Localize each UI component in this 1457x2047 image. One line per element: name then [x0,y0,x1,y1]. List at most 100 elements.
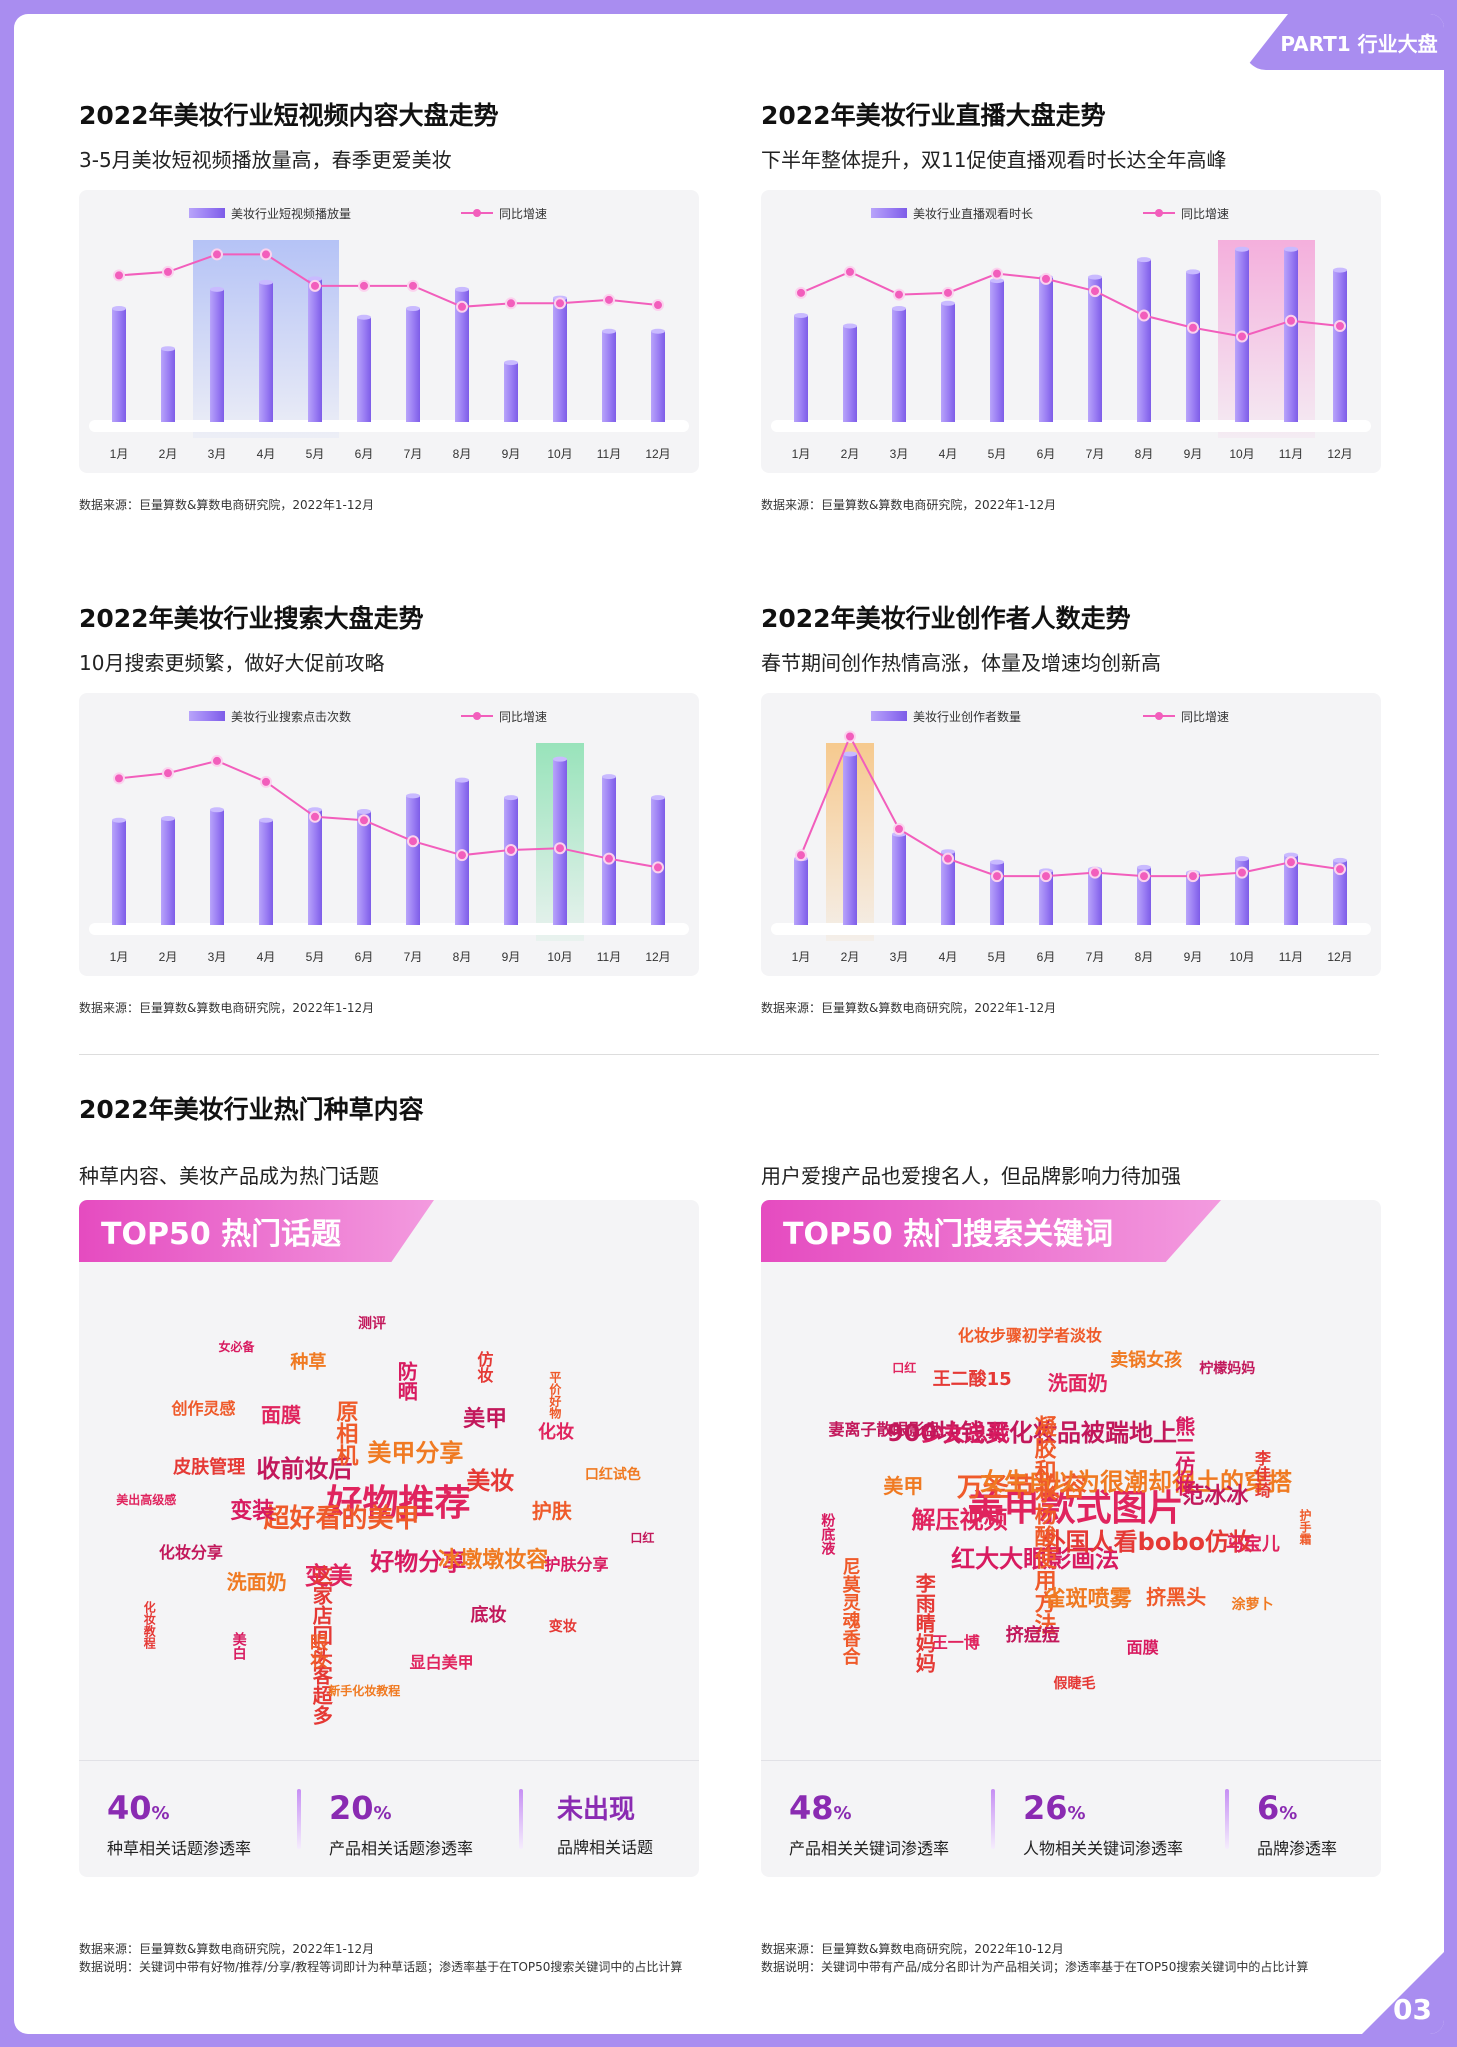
growth-point [603,852,615,865]
bar-cap [1137,257,1151,263]
bar [161,348,175,422]
bar-cap [1088,274,1102,280]
bar [892,308,906,422]
bar [602,776,616,925]
cloud-word: 仿妆 [474,1351,494,1384]
section-title: 2022年美妆行业短视频内容大盘走势 [79,101,499,130]
chart-floor [89,923,689,935]
x-tick-label: 5月 [306,447,325,461]
legend-label: 美妆行业直播观看时长 [913,207,1033,221]
bar-cap [941,300,955,306]
cloud-word: 面膜 [1126,1637,1159,1657]
cloud-word: 显白美甲 [409,1652,474,1672]
growth-point [1089,285,1101,298]
bar [259,282,273,422]
cloud-word: 种草 [290,1351,327,1373]
bar-cap [357,809,371,815]
stat-item: 48% 产品相关关键词渗透率 [789,1789,949,1859]
cloud-word: 美甲款式图片 [967,1487,1184,1529]
legend-label: 美妆行业创作者数量 [913,709,1021,724]
growth-point [505,843,517,856]
stat-divider [519,1789,523,1849]
growth-point [844,730,856,743]
cloud-word: 变美 [304,1561,353,1590]
chart-video: 美妆行业短视频播放量 同比增速 1月 2月 3月 4月 5月 6月 7月 8月 9月 10月 11月 12… [79,190,699,473]
stat-item: 20% 产品相关话题渗透率 [329,1789,473,1859]
bar [210,809,224,925]
growth-point [113,269,125,282]
bar-cap [1186,269,1200,275]
cloud-word: 收前妆后 [256,1455,353,1484]
cloud-word: 化妆步骤初学者淡妆 [957,1325,1102,1345]
growth-point [795,286,807,299]
bar-cap [406,306,420,312]
cloud-word: 护手霜 [1298,1509,1312,1546]
legend-line-marker [473,209,481,217]
legend-line-marker [1155,209,1163,217]
legend-label: 同比增速 [1181,207,1229,221]
cloud-word: 美甲 [883,1473,924,1498]
x-tick-label: 6月 [1037,950,1056,964]
method-note: 数据说明：关键词中带有产品/成分名即计为产品相关词；渗透率基于在TOP50搜索关… [761,1960,1309,1974]
topics-banner: TOP50 热门话题 [79,1200,434,1262]
stat-value: 48 [789,1789,834,1827]
bar [794,315,808,422]
bar-cap [794,313,808,319]
growth-point [652,861,664,874]
cloud-word: 防晒 [394,1360,419,1401]
bar-cap [602,774,616,780]
bar [941,851,955,925]
cloud-word: 外国人看bobo仿妆 [1041,1528,1254,1557]
x-tick-label: 11月 [1279,950,1303,964]
x-tick-label: 9月 [1184,447,1203,461]
hot-left-subtitle-wrap: 种草内容、美妆产品成为热门话题 [79,1160,699,1189]
growth-point [260,775,272,788]
bar-cap [406,793,420,799]
bar-cap [308,807,322,813]
highlight-band [1218,240,1315,438]
bar-cap [843,751,857,757]
bar [1039,870,1053,925]
legend-line-marker [1155,712,1163,720]
bar-cap [602,328,616,334]
bar-cap [1235,856,1249,862]
x-tick-label: 11月 [1279,447,1303,461]
cloud-word: 化妆分享 [158,1543,223,1563]
stat-item: 6% 品牌渗透率 [1257,1789,1337,1859]
growth-point [456,849,468,862]
topics-word-cloud: 好物推荐 超好看的美甲 美甲分享 好物分享 收前妆后 美妆 变美 原相机 冰墩墩妆容 变装 美甲 这家… [79,1262,699,1742]
growth-line [118,253,659,308]
bar-cap [941,849,955,855]
growth-point [358,279,370,292]
section-search: 2022年美妆行业搜索大盘走势 10月搜索更频繁，做好大促前攻略 [79,599,699,676]
bar [112,308,126,422]
cloud-word: 万圣节妆容 [956,1473,1087,1504]
x-tick-label: 2月 [159,950,178,964]
bar [504,797,518,925]
x-tick-label: 4月 [257,447,276,461]
stat-divider [297,1789,301,1849]
stat-item: 未出现 品牌相关话题 [557,1789,653,1858]
bar-cap [357,314,371,320]
growth-point [162,767,174,780]
stat-unit: % [1067,1803,1086,1824]
cloud-word: 凝胶和水杨酸使用方法 [1030,1414,1056,1635]
cloud-word: 护肤 [531,1498,572,1523]
x-tick-label: 2月 [159,447,178,461]
bar-cap [210,286,224,292]
x-tick-label: 7月 [404,950,423,964]
chart-floor [771,923,1371,935]
section-live: 2022年美妆行业直播大盘走势 下半年整体提升，双11促使直播观看时长达全年高峰 [761,96,1381,173]
x-tick-label: 1月 [792,950,811,964]
cloud-word: 创作灵感 [171,1398,236,1418]
cloud-word: 洗面奶 [1047,1370,1108,1395]
stat-label: 产品相关关键词渗透率 [789,1839,950,1858]
cloud-word: 美妆 [466,1466,515,1495]
bar-cap [455,777,469,783]
growth-point [942,852,954,865]
cloud-word: 变妆 [548,1618,577,1635]
bar-cap [990,859,1004,865]
growth-point [1285,856,1297,869]
bar [892,834,906,925]
method-note: 数据说明：关键词中带有好物/推荐/分享/教程等词即计为种草话题；渗透率基于在TO… [79,1960,683,1974]
